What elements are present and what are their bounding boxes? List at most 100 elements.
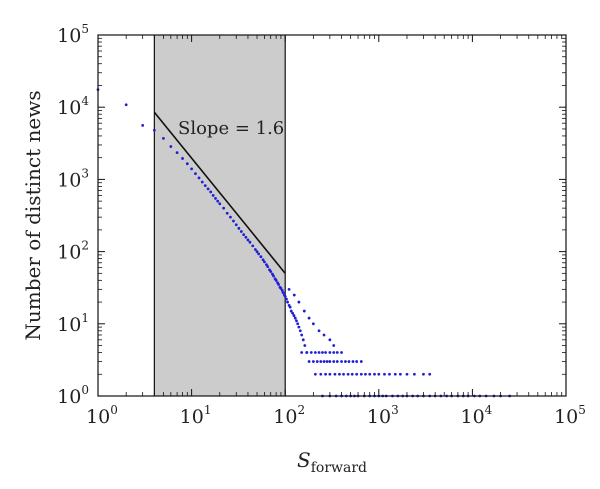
data-point xyxy=(340,360,343,363)
data-point xyxy=(297,300,301,304)
data-point xyxy=(266,265,270,268)
data-point xyxy=(244,235,248,239)
data-point xyxy=(298,329,302,333)
data-point xyxy=(364,372,367,376)
data-point xyxy=(141,123,145,127)
data-point xyxy=(248,240,252,244)
data-point xyxy=(355,372,359,376)
data-point xyxy=(307,360,311,363)
data-point xyxy=(302,309,306,313)
data-point xyxy=(203,184,207,188)
x-tick-label: 100 xyxy=(86,403,118,428)
data-point xyxy=(289,309,293,313)
data-point xyxy=(181,157,184,160)
data-point xyxy=(246,238,250,242)
labels-layer: 100 101 102 103 104 105 100 101 102 103 104 105 Sfor… xyxy=(21,22,586,476)
data-point xyxy=(373,372,376,376)
data-point xyxy=(398,372,402,376)
data-point xyxy=(428,372,432,376)
data-point xyxy=(322,360,326,363)
x-axis-label: Sforward xyxy=(297,448,367,476)
data-point xyxy=(263,260,266,264)
data-point xyxy=(152,128,156,132)
data-point xyxy=(162,136,165,140)
data-point xyxy=(328,372,332,376)
data-point xyxy=(342,372,345,376)
data-point xyxy=(347,360,351,363)
y-tick-label: 102 xyxy=(57,239,89,264)
data-point xyxy=(200,180,204,184)
data-point xyxy=(377,372,381,376)
data-point xyxy=(422,372,425,376)
data-point xyxy=(272,274,275,278)
data-point xyxy=(269,270,273,273)
data-point xyxy=(335,351,339,354)
data-point xyxy=(333,372,337,376)
data-point xyxy=(257,252,261,256)
data-point xyxy=(319,372,323,376)
data-point xyxy=(303,344,307,347)
data-point xyxy=(359,372,363,376)
y-tick-label: 104 xyxy=(57,94,89,119)
y-tick-label: 101 xyxy=(57,311,89,336)
data-point xyxy=(319,360,323,363)
ticks-layer xyxy=(97,34,567,397)
data-point xyxy=(338,372,341,376)
data-point xyxy=(350,372,354,376)
data-point xyxy=(340,351,343,354)
data-point xyxy=(324,372,327,376)
x-tick-label: 102 xyxy=(273,403,305,428)
data-point xyxy=(383,372,386,376)
data-point xyxy=(300,333,304,337)
data-point xyxy=(296,322,300,326)
data-point xyxy=(295,319,298,323)
data-point xyxy=(211,194,215,197)
x-tick-label: 104 xyxy=(460,403,492,428)
fit-line xyxy=(153,111,286,274)
data-point xyxy=(305,351,309,354)
data-point xyxy=(214,197,217,200)
data-point xyxy=(344,360,347,363)
data-point xyxy=(261,258,265,262)
data-point xyxy=(253,248,257,251)
x-tick-label: 105 xyxy=(554,403,586,428)
data-point xyxy=(218,202,222,206)
data-point xyxy=(216,199,220,203)
data-point xyxy=(293,316,297,320)
x-tick-label: 103 xyxy=(367,403,399,428)
data-point xyxy=(355,360,359,363)
data-point xyxy=(359,360,363,363)
data-point xyxy=(209,190,213,194)
data-point xyxy=(259,255,263,259)
data-point xyxy=(190,167,194,171)
data-point xyxy=(297,325,301,329)
data-point xyxy=(307,316,311,320)
data-point xyxy=(281,291,285,295)
data-point xyxy=(175,151,179,155)
data-point xyxy=(287,287,291,291)
plot-frame xyxy=(97,34,567,397)
data-point xyxy=(346,372,350,376)
data-point xyxy=(311,322,315,326)
data-point xyxy=(388,372,391,376)
data-point xyxy=(335,360,339,363)
data-point xyxy=(234,223,238,227)
x-tick-label: 101 xyxy=(180,403,212,428)
data-point xyxy=(328,360,332,363)
data-point xyxy=(222,206,226,210)
data-point xyxy=(351,360,355,363)
data-point xyxy=(332,344,336,347)
shaded-range xyxy=(154,35,286,396)
data-point xyxy=(239,230,243,233)
y-axis-label: Number of distinct news xyxy=(21,90,45,340)
data-point xyxy=(286,300,289,304)
data-point xyxy=(232,219,235,223)
data-point xyxy=(300,351,304,354)
data-point xyxy=(393,372,397,376)
data-point xyxy=(309,351,313,354)
data-point xyxy=(225,211,229,215)
data-point xyxy=(288,305,292,309)
data-point xyxy=(283,294,287,298)
data-point xyxy=(322,333,326,337)
